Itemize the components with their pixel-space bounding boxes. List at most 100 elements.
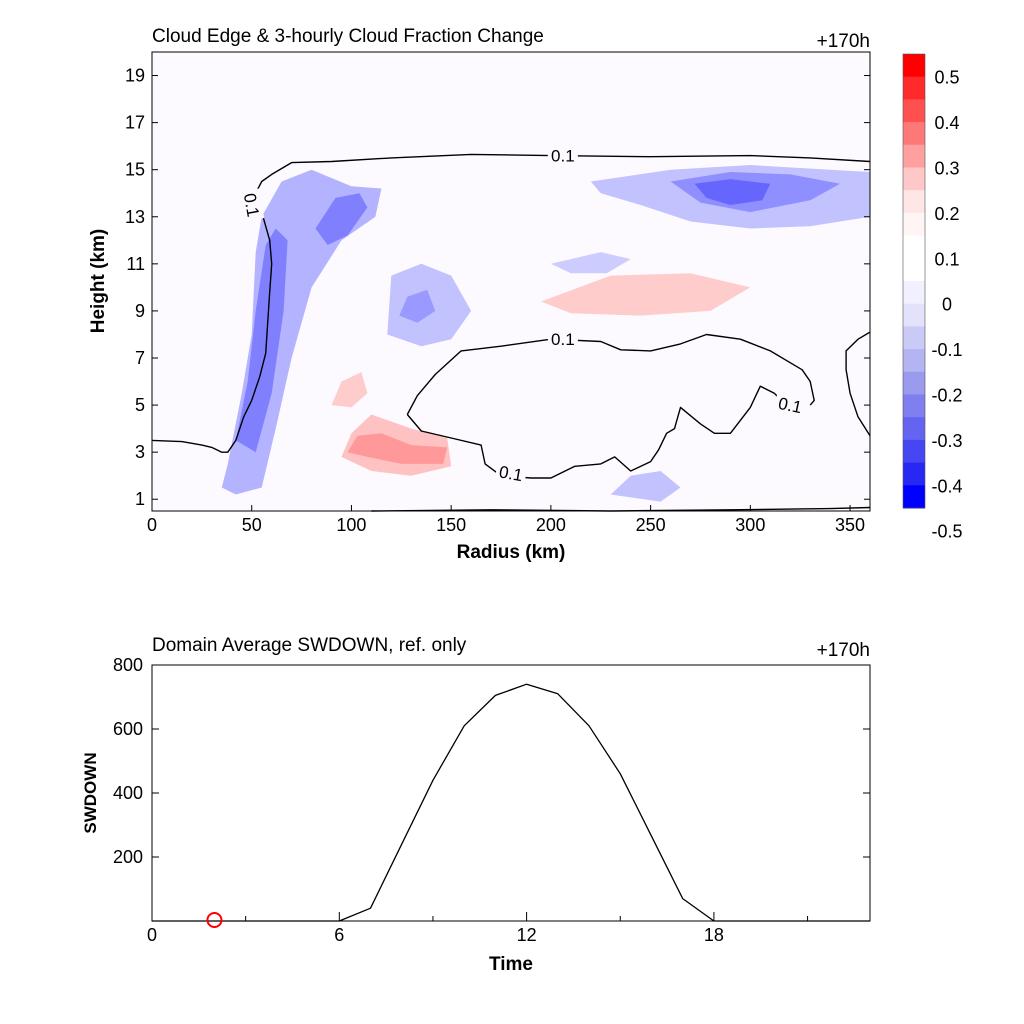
colorbar-segment-18: [903, 462, 925, 486]
swdown-y-tick-label-400: 400: [113, 783, 143, 803]
contour-label-4: 0.1: [498, 462, 525, 485]
colorbar-label-8: -0.3: [931, 431, 962, 451]
cloud-y-tick-label-1: 1: [135, 489, 145, 509]
colorbar-segment-10: [903, 281, 925, 305]
colorbar-segment-15: [903, 394, 925, 418]
colorbar-label-10: -0.5: [931, 522, 962, 542]
contour-line-0: [151, 153, 871, 453]
colorbar-label-9: -0.4: [931, 476, 962, 496]
colorbar-segment-16: [903, 417, 925, 441]
cloud-chart-title: Cloud Edge & 3-hourly Cloud Fraction Cha…: [152, 26, 544, 47]
swdown-line: [152, 683, 870, 922]
cloud-edge-contours: 0.1 0.1 0.1 0.1 0.1: [151, 145, 871, 512]
swdown-x-axis: 0 6 12 18: [147, 912, 809, 945]
colorbar-frame: [902, 53, 926, 509]
cloud-y-tick-label-3: 3: [135, 442, 145, 462]
cloud-chart-time-label: +170h: [817, 31, 870, 52]
cloud-y-tick-label-17: 17: [125, 113, 145, 133]
contour-line-1: [406, 333, 815, 415]
colorbar-segment-6: [903, 190, 925, 214]
cloud-y-tick-label-11: 11: [126, 254, 145, 274]
field-region-2: [315, 193, 368, 245]
colorbar-segment-14: [903, 371, 925, 395]
cloud-fraction-field: [221, 165, 870, 502]
cloud-x-tick-label-300: 300: [735, 515, 765, 535]
cloud-x-tick-label-150: 150: [436, 515, 466, 535]
cloud-y-tick-label-15: 15: [125, 160, 145, 180]
field-region-11: [347, 433, 448, 464]
field-region-13: [331, 372, 368, 408]
contour-line-2: [406, 385, 795, 479]
swdown-chart-title: Domain Average SWDOWN, ref. only: [152, 635, 467, 656]
field-region-8: [550, 252, 631, 274]
swdown-y-axis: 200 400 600 800: [113, 655, 870, 867]
field-region-7: [399, 289, 436, 323]
swdown-x-tick-label-12: 12: [517, 925, 537, 945]
swdown-series: [152, 683, 870, 928]
field-region-9: [610, 471, 681, 502]
cloud-x-tick-label-250: 250: [636, 515, 666, 535]
cloud-x-tick-label-200: 200: [536, 515, 566, 535]
contour-line-3: [845, 331, 871, 437]
colorbar-segment-12: [903, 326, 925, 350]
colorbar-label-1: 0.4: [934, 113, 959, 133]
colorbar-segment-0: [903, 54, 925, 78]
field-region-5: [694, 179, 771, 205]
colorbar-segment-2: [903, 99, 925, 123]
field-region-1: [235, 228, 288, 453]
cloud-x-tick-label-100: 100: [336, 515, 366, 535]
cloud-y-tick-label-13: 13: [125, 207, 145, 227]
swdown-y-tick-label-200: 200: [113, 847, 143, 867]
swdown-y-tick-label-800: 800: [113, 655, 143, 675]
swdown-plot-frame: [151, 664, 871, 922]
contour-label-bg-1: [239, 188, 265, 222]
cloud-x-axis: 0 50 100 150 200 250 300 350: [147, 505, 865, 535]
colorbar-label-7: -0.2: [931, 386, 962, 406]
cloud-y-tick-label-19: 19: [125, 66, 145, 86]
swdown-x-axis-label: Time: [489, 954, 533, 975]
colorbar-label-3: 0.2: [934, 204, 959, 224]
colorbar-segment-3: [903, 122, 925, 146]
contour-label-0: 0.1: [551, 147, 575, 166]
swdown-x-tick-label-6: 6: [334, 925, 344, 945]
colorbar-segment-17: [903, 439, 925, 464]
colorbar-label-4: 0.1: [934, 249, 959, 269]
current-time-marker: [206, 912, 223, 928]
colorbar-segment-1: [903, 76, 925, 100]
cloud-plot-frame: [151, 51, 871, 512]
cloud-fraction-panel: Cloud Edge & 3-hourly Cloud Fraction Cha…: [88, 26, 963, 563]
contour-label-bg-4: [494, 460, 528, 486]
colorbar-segment-13: [903, 349, 925, 373]
swdown-x-tick-label-18: 18: [704, 925, 724, 945]
colorbar-segment-9: [903, 258, 925, 282]
colorbar-label-2: 0.3: [934, 159, 959, 179]
contour-line-4: [371, 506, 871, 512]
colorbar-segment-5: [903, 167, 925, 191]
colorbar: 0.5 0.4 0.3 0.2 0.1 0 -0.1 -0.2 -0.3 -0.4 -0.5: [902, 53, 963, 542]
cloud-x-tick-label-0: 0: [147, 515, 157, 535]
colorbar-segment-19: [903, 485, 925, 509]
colorbar-segment-4: [903, 144, 925, 168]
field-region-12: [540, 273, 751, 316]
colorbar-segment-7: [903, 212, 925, 237]
contour-label-bg-2: [547, 329, 578, 350]
swdown-chart-time-label: +170h: [817, 640, 870, 661]
swdown-y-tick-label-600: 600: [113, 719, 143, 739]
contour-label-2: 0.1: [551, 330, 575, 349]
colorbar-segment-8: [903, 235, 925, 259]
cloud-x-tick-label-50: 50: [242, 515, 262, 535]
contour-label-1: 0.1: [240, 192, 263, 219]
cloud-y-tick-label-7: 7: [135, 348, 145, 368]
cloud-x-axis-label: Radius (km): [457, 542, 566, 563]
colorbar-label-6: -0.1: [931, 340, 962, 360]
cloud-y-tick-label-9: 9: [135, 301, 145, 321]
cloud-y-axis-label: Height (km): [88, 229, 109, 334]
colorbar-segment-11: [903, 303, 925, 327]
contour-label-bg-3: [773, 392, 807, 418]
swdown-x-tick-label-0: 0: [147, 925, 157, 945]
colorbar-label-5: 0: [942, 295, 952, 315]
colorbar-label-0: 0.5: [934, 68, 959, 88]
contour-label-bg-0: [547, 145, 578, 166]
